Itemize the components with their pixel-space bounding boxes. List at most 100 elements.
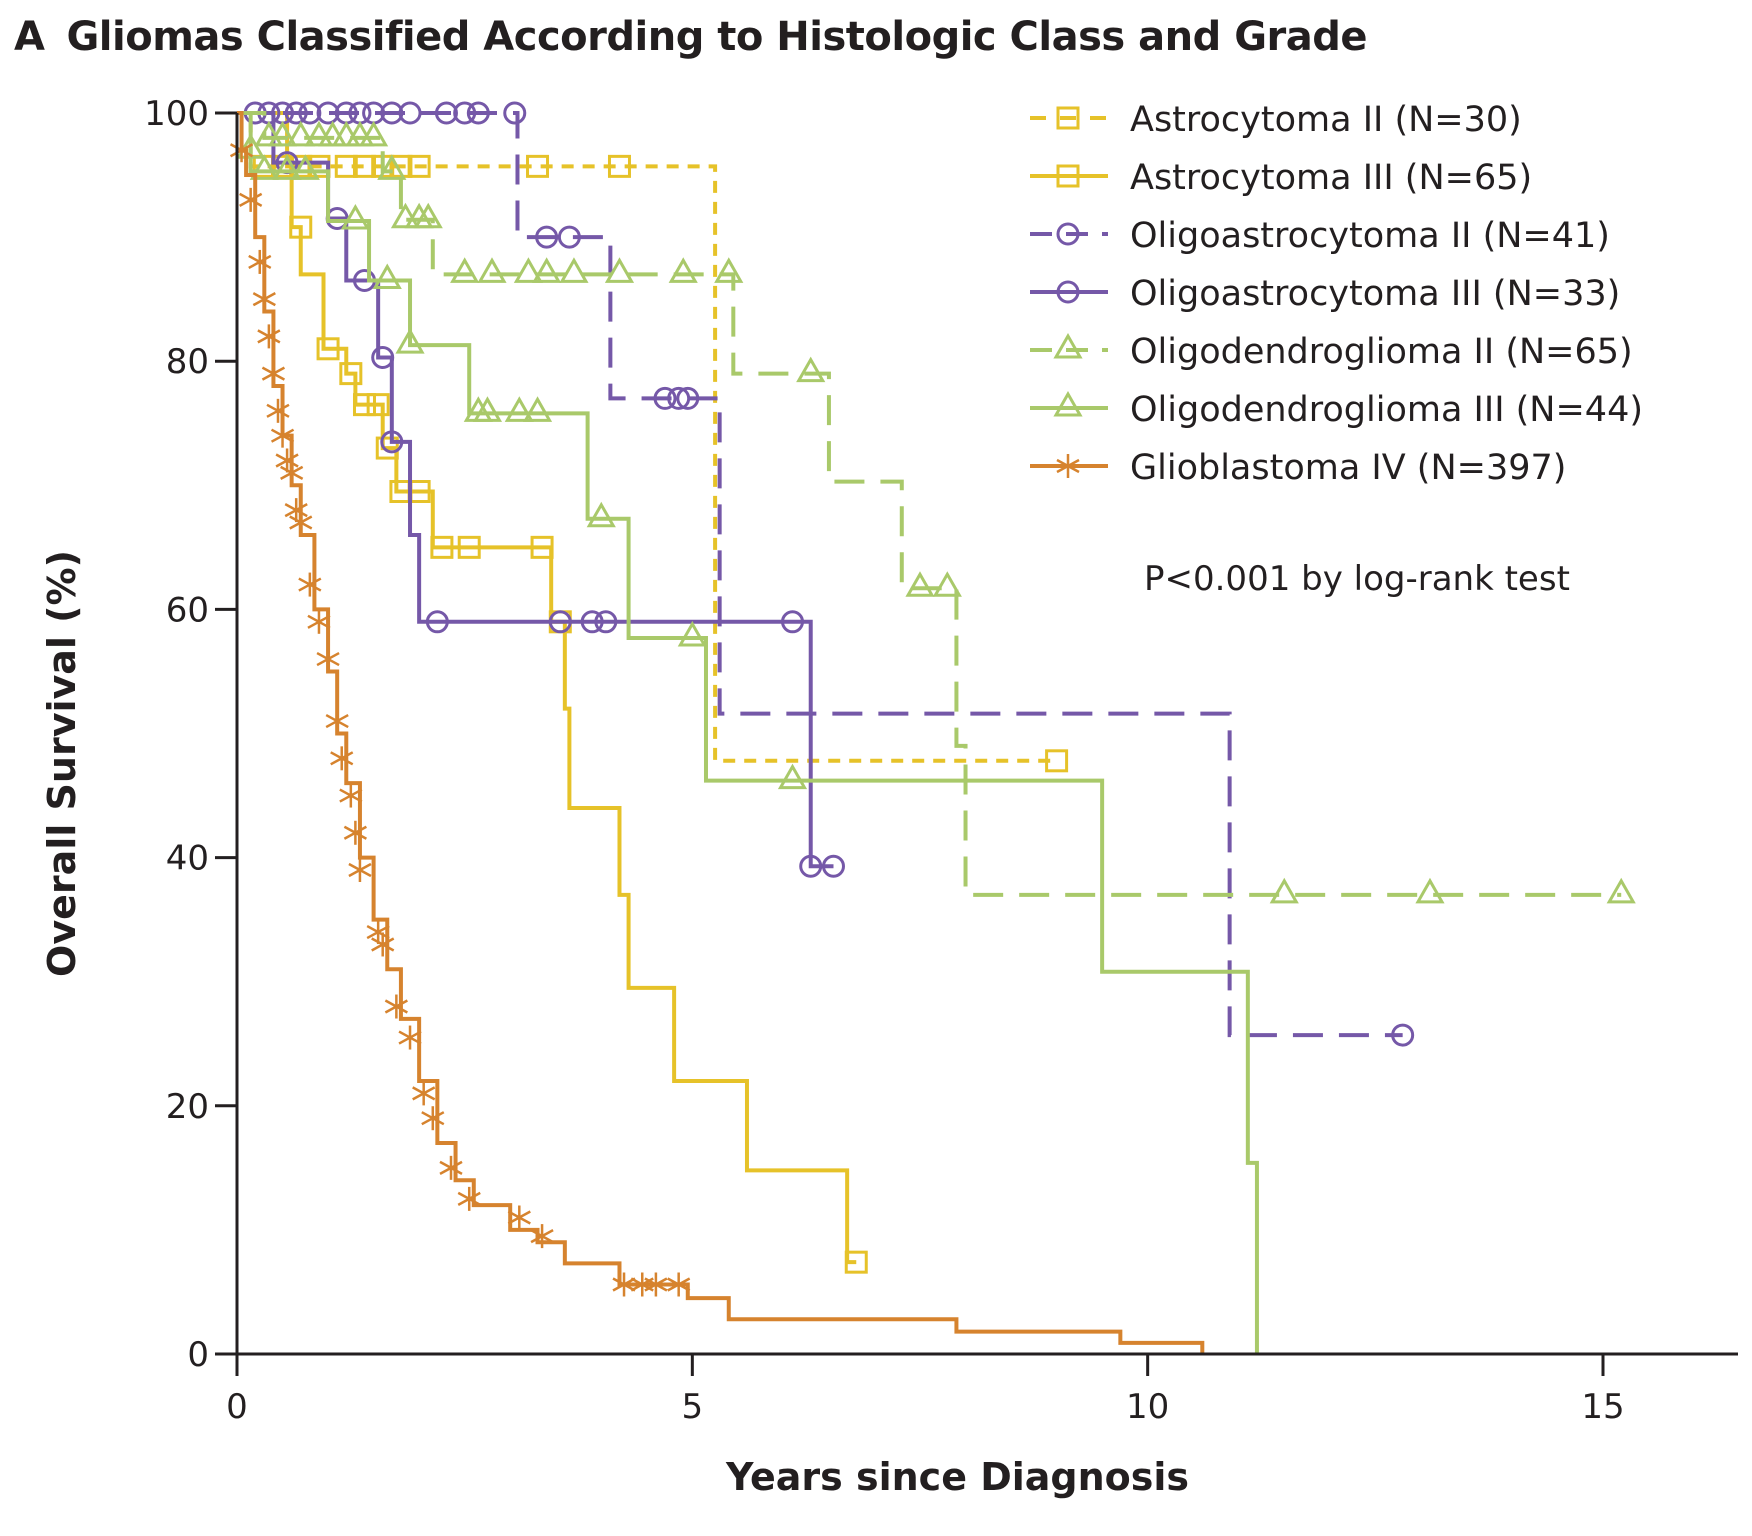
asterisk-stroke — [280, 465, 304, 480]
censor-mark — [450, 257, 480, 283]
asterisk-stroke — [457, 1191, 481, 1206]
asterisk-stroke — [507, 1210, 531, 1225]
y-tick-label: 80 — [166, 342, 209, 382]
legend-label: Oligodendroglioma II (N=65) — [1130, 332, 1633, 372]
legend-marker — [1056, 280, 1080, 304]
series-astrocytoma-iii-n-65 — [237, 111, 868, 1274]
asterisk-stroke — [667, 1277, 691, 1292]
censor-mark — [653, 386, 677, 410]
censor-mark — [298, 572, 322, 597]
asterisk-stroke — [284, 503, 308, 518]
censor-mark — [777, 763, 808, 790]
censor-mark — [389, 154, 413, 178]
legend-item: Oligoastrocytoma II (N=41) — [1030, 216, 1610, 256]
p-value-annotation: P<0.001 by log-rank test — [1144, 559, 1570, 599]
asterisk-stroke — [644, 1277, 668, 1292]
censor-mark — [714, 257, 744, 283]
legend: Astrocytoma II (N=30) Astrocytoma III (N=… — [1030, 100, 1643, 488]
censor-mark — [513, 257, 543, 283]
censor-mark — [375, 436, 399, 460]
panel-label: A — [14, 14, 45, 60]
censor-mark — [270, 423, 295, 448]
censor-mark — [1415, 877, 1445, 904]
censor-mark — [275, 448, 299, 473]
asterisk-stroke — [261, 366, 286, 381]
censor-mark — [334, 154, 358, 178]
legend-item: Glioblastoma IV (N=397) — [1030, 448, 1566, 488]
censor-mark — [257, 324, 281, 349]
censor-mark — [307, 609, 331, 634]
x-ticks: 0 5 10 15 — [226, 1354, 1625, 1427]
censor-mark — [252, 287, 276, 312]
censor-mark — [535, 225, 559, 249]
censor-mark — [348, 858, 372, 883]
asterisk-stroke — [289, 515, 313, 530]
curves-layer — [229, 101, 1636, 1354]
censor-mark — [236, 133, 266, 159]
survival-curve — [237, 111, 1205, 1354]
asterisk-stroke — [229, 143, 254, 158]
censor-mark — [316, 337, 340, 361]
censor-mark — [371, 932, 395, 957]
asterisk-stroke — [239, 192, 263, 207]
censor-mark — [530, 535, 554, 559]
asterisk-stroke — [348, 862, 372, 878]
asterisk-stroke — [298, 577, 322, 592]
series-astrocytoma-ii-n-30 — [237, 111, 1069, 773]
censor-mark — [644, 1272, 668, 1297]
censor-mark — [594, 610, 618, 634]
censor-mark — [366, 920, 390, 945]
censor-mark — [289, 510, 313, 535]
censor-mark — [844, 1250, 868, 1274]
x-tick-label: 10 — [1126, 1387, 1169, 1427]
censor-mark — [343, 820, 367, 845]
censor-mark — [477, 257, 507, 283]
censor-mark — [667, 1272, 691, 1297]
y-tick-label: 0 — [187, 1335, 209, 1375]
censor-mark — [668, 257, 698, 283]
censor-mark — [366, 393, 390, 417]
censor-mark — [503, 101, 527, 125]
censor-mark — [425, 610, 449, 634]
legend-item: Oligodendroglioma III (N=44) — [1030, 390, 1643, 430]
censor-mark — [239, 187, 263, 212]
survival-curve — [237, 111, 834, 869]
asterisk-stroke — [270, 428, 295, 443]
censor-mark — [677, 620, 707, 647]
censor-mark — [1269, 877, 1299, 904]
axes: 0 5 10 15 0 20 40 60 80 100 Years since Diagnosi… — [40, 94, 1738, 1499]
x-tick-label: 5 — [682, 1387, 704, 1427]
censor-mark — [316, 101, 340, 125]
censor-mark — [359, 120, 389, 147]
asterisk-stroke — [412, 1086, 436, 1101]
censor-mark — [612, 1272, 636, 1297]
asterisk-stroke — [330, 751, 354, 766]
censor-mark — [586, 501, 616, 528]
legend-marker — [1056, 106, 1080, 130]
asterisk-stroke — [339, 788, 363, 803]
survival-curve — [237, 111, 1403, 1038]
censor-mark — [398, 101, 422, 125]
asterisk-stroke — [275, 453, 299, 468]
x-axis-title: Years since Diagnosis — [725, 1455, 1189, 1499]
y-tick-label: 20 — [166, 1087, 209, 1127]
y-tick-label: 60 — [166, 590, 209, 630]
censor-mark — [532, 257, 562, 283]
survival-curve — [237, 111, 1057, 763]
legend-marker — [1053, 390, 1083, 417]
censor-mark — [421, 1106, 445, 1131]
censor-mark — [316, 647, 340, 672]
censor-mark — [507, 1205, 531, 1230]
censor-mark — [580, 610, 604, 634]
legend-label: Oligodendroglioma III (N=44) — [1130, 390, 1643, 430]
censor-mark — [530, 1224, 554, 1249]
censor-mark — [286, 120, 316, 147]
censor-mark — [504, 396, 534, 422]
legend-marker — [1056, 222, 1080, 246]
chart-title-text: Gliomas Classified According to Histolog… — [66, 14, 1367, 60]
censor-mark — [439, 1155, 463, 1180]
censor-mark — [384, 994, 408, 1019]
censor-mark — [380, 101, 404, 125]
censor-mark — [395, 328, 425, 354]
